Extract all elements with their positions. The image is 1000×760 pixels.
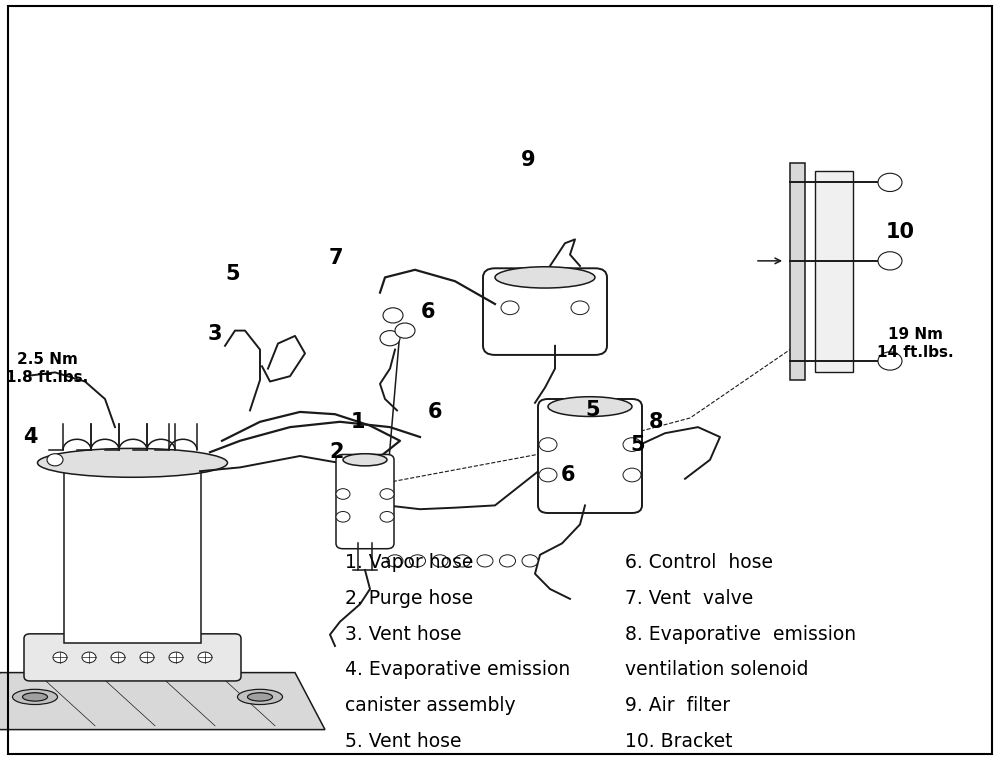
- FancyBboxPatch shape: [24, 634, 241, 681]
- FancyBboxPatch shape: [538, 399, 642, 513]
- Text: 2. Purge hose: 2. Purge hose: [345, 589, 473, 608]
- Text: 9: 9: [521, 150, 535, 169]
- Ellipse shape: [248, 693, 272, 701]
- Circle shape: [571, 301, 589, 315]
- Circle shape: [623, 468, 641, 482]
- Circle shape: [395, 323, 415, 338]
- Circle shape: [522, 555, 538, 567]
- Polygon shape: [0, 673, 325, 730]
- FancyBboxPatch shape: [815, 171, 853, 372]
- Circle shape: [53, 652, 67, 663]
- Circle shape: [878, 173, 902, 192]
- Ellipse shape: [38, 448, 228, 477]
- Ellipse shape: [548, 397, 632, 416]
- Text: 10. Bracket: 10. Bracket: [625, 732, 732, 751]
- Text: 2.5 Nm
1.8 ft.lbs.: 2.5 Nm 1.8 ft.lbs.: [6, 353, 88, 385]
- Text: 2: 2: [330, 442, 344, 462]
- Text: 3. Vent hose: 3. Vent hose: [345, 625, 462, 644]
- Circle shape: [198, 652, 212, 663]
- Circle shape: [336, 489, 350, 499]
- Text: 6: 6: [421, 302, 435, 321]
- Circle shape: [500, 555, 516, 567]
- Text: 7: 7: [329, 249, 343, 268]
- Ellipse shape: [22, 693, 48, 701]
- Text: 6: 6: [428, 402, 442, 422]
- Text: 5: 5: [631, 435, 645, 454]
- Text: 5: 5: [226, 264, 240, 283]
- Circle shape: [387, 555, 403, 567]
- Text: canister assembly: canister assembly: [345, 696, 516, 715]
- Circle shape: [410, 555, 426, 567]
- FancyBboxPatch shape: [483, 268, 607, 355]
- Text: 19 Nm
14 ft.lbs.: 19 Nm 14 ft.lbs.: [877, 328, 953, 359]
- Text: 5. Vent hose: 5. Vent hose: [345, 732, 462, 751]
- Circle shape: [336, 511, 350, 522]
- Circle shape: [501, 301, 519, 315]
- Text: 10: 10: [886, 222, 914, 242]
- Circle shape: [539, 468, 557, 482]
- Text: 6: 6: [561, 465, 575, 485]
- Circle shape: [169, 652, 183, 663]
- Circle shape: [432, 555, 448, 567]
- Text: 5: 5: [586, 401, 600, 420]
- Text: 3: 3: [208, 325, 222, 344]
- Text: 9. Air  filter: 9. Air filter: [625, 696, 730, 715]
- Text: 1. Vapor hose: 1. Vapor hose: [345, 553, 473, 572]
- Circle shape: [878, 252, 902, 270]
- Text: ventilation solenoid: ventilation solenoid: [625, 660, 808, 679]
- Text: 6. Control  hose: 6. Control hose: [625, 553, 773, 572]
- Text: 8. Evaporative  emission: 8. Evaporative emission: [625, 625, 856, 644]
- Circle shape: [82, 652, 96, 663]
- Circle shape: [380, 331, 400, 346]
- Circle shape: [47, 454, 63, 466]
- Circle shape: [111, 652, 125, 663]
- Circle shape: [878, 352, 902, 370]
- Text: 1: 1: [351, 412, 365, 432]
- Ellipse shape: [495, 267, 595, 288]
- Circle shape: [454, 555, 471, 567]
- Ellipse shape: [343, 454, 387, 466]
- Text: 8: 8: [649, 412, 663, 432]
- Circle shape: [140, 652, 154, 663]
- Ellipse shape: [238, 689, 283, 705]
- Circle shape: [539, 438, 557, 451]
- FancyBboxPatch shape: [64, 463, 201, 643]
- Ellipse shape: [12, 689, 58, 705]
- Circle shape: [380, 489, 394, 499]
- Text: 4: 4: [23, 427, 37, 447]
- Text: 7. Vent  valve: 7. Vent valve: [625, 589, 753, 608]
- FancyBboxPatch shape: [790, 163, 805, 380]
- Circle shape: [383, 308, 403, 323]
- Circle shape: [477, 555, 493, 567]
- Circle shape: [380, 511, 394, 522]
- Text: 4. Evaporative emission: 4. Evaporative emission: [345, 660, 570, 679]
- Circle shape: [623, 438, 641, 451]
- FancyBboxPatch shape: [336, 454, 394, 549]
